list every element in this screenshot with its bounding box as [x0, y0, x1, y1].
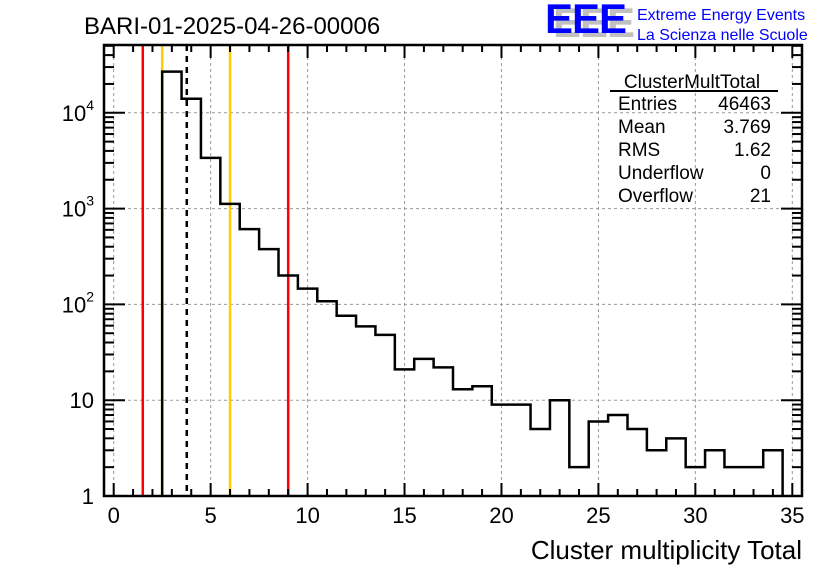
x-tick-labels: 0 5 10 15 20 25 30 35: [108, 503, 805, 528]
y-tick-base: 10: [70, 388, 94, 413]
stats-value: 46463: [718, 94, 771, 115]
y-tick-exponent: 3: [86, 193, 94, 209]
stats-value: 0: [760, 163, 771, 184]
stats-rows: Entries 46463 Mean 3.769 RMS 1.62 Underflow 0 Ov…: [618, 94, 771, 207]
chart-title: BARI-01-2025-04-26-00006: [84, 13, 380, 40]
axes: [102, 43, 804, 498]
y-tick-base: 10: [62, 101, 86, 126]
y-tick-base: 10: [62, 292, 86, 317]
logo-line1: Extreme Energy Events: [637, 7, 805, 24]
stats-label: Underflow: [618, 163, 704, 184]
x-tick-label: 0: [108, 503, 120, 528]
plot-frame: [102, 43, 804, 498]
y-tick-label: 104: [62, 97, 94, 126]
stats-label: Entries: [618, 94, 677, 115]
stats-box: ClusterMultTotal Entries 46463 Mean 3.769 RM…: [610, 72, 778, 207]
stats-label: Mean: [618, 117, 666, 138]
stats-label: RMS: [618, 140, 660, 161]
x-tick-label: 20: [489, 503, 513, 528]
x-tick-label: 5: [205, 503, 217, 528]
x-tick-label: 10: [295, 503, 319, 528]
x-tick-label: 15: [392, 503, 416, 528]
y-tick-base: 1: [82, 484, 94, 509]
stats-value: 3.769: [723, 117, 771, 138]
y-tick-label: 1: [82, 484, 94, 509]
stats-value: 1.62: [734, 140, 771, 161]
logo-line2: La Scienza nelle Scuole: [637, 27, 808, 44]
y-tick-base: 10: [62, 197, 86, 222]
eee-logo: Extreme Energy Events La Scienza nelle S…: [637, 7, 808, 44]
grid: [104, 45, 802, 497]
y-tick-label: 102: [62, 288, 94, 317]
x-tick-label: 35: [780, 503, 804, 528]
x-axis-title: Cluster multiplicity Total: [531, 535, 802, 565]
x-tick-label: 30: [683, 503, 707, 528]
y-tick-label: 10: [70, 388, 94, 413]
y-tick-exponent: 2: [86, 288, 94, 304]
y-tick-label: 103: [62, 193, 94, 222]
stats-label: Overflow: [618, 186, 693, 207]
eee-logo-letters: EEE: [545, 0, 627, 42]
stats-value: 21: [750, 186, 771, 207]
y-tick-exponent: 4: [86, 97, 94, 113]
stats-title: ClusterMultTotal: [624, 72, 760, 93]
x-tick-label: 25: [586, 503, 610, 528]
histogram-step-line: [160, 70, 784, 496]
